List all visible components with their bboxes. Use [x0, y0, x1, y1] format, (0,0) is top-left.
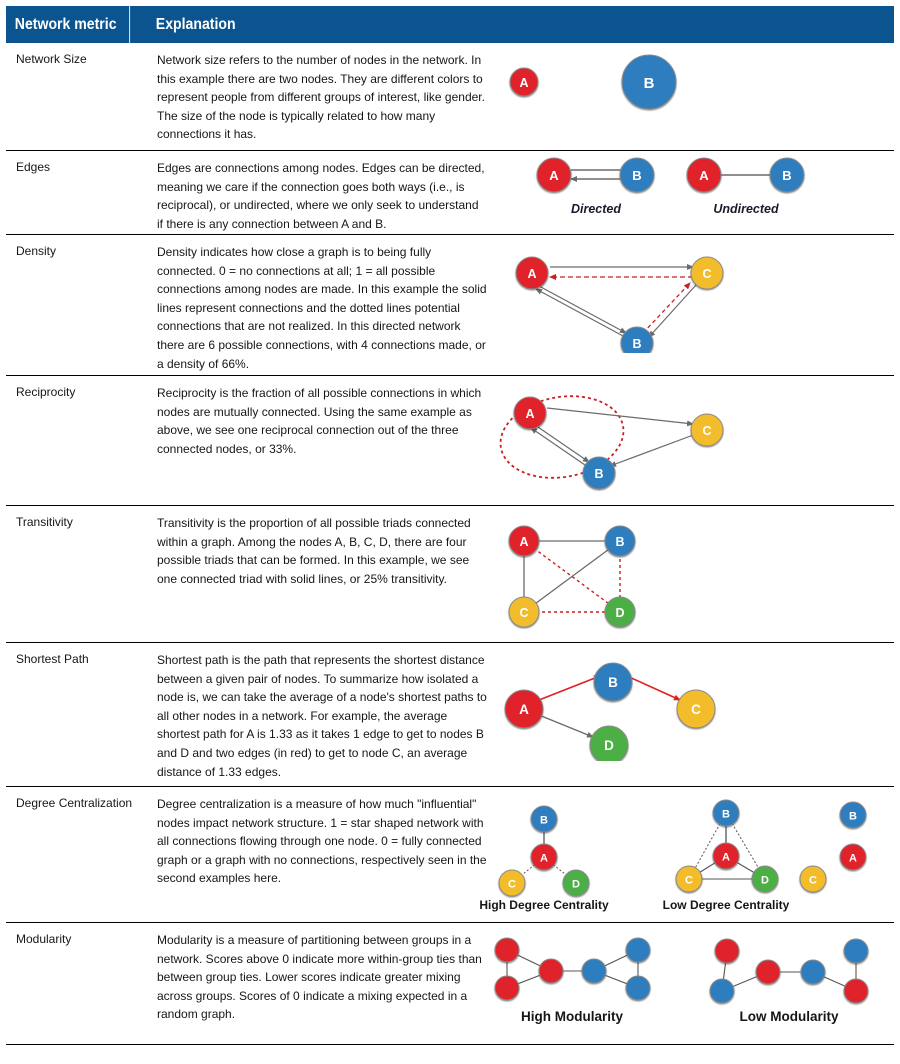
svg-text:A: A: [525, 407, 534, 421]
svg-text:A: A: [722, 852, 730, 864]
svg-text:A: A: [699, 168, 709, 183]
svg-text:B: B: [849, 811, 857, 823]
svg-text:B: B: [608, 675, 618, 690]
svg-text:A: A: [849, 853, 857, 865]
svg-text:A: A: [519, 535, 528, 549]
svg-text:C: C: [702, 424, 711, 438]
svg-text:B: B: [632, 168, 641, 183]
svg-text:C: C: [702, 267, 711, 281]
svg-text:A: A: [527, 267, 536, 281]
svg-text:B: B: [632, 337, 641, 351]
svg-text:High Degree Centrality: High Degree Centrality: [479, 898, 609, 912]
svg-text:C: C: [685, 875, 693, 887]
svg-text:Low Modularity: Low Modularity: [740, 1009, 839, 1024]
svg-text:D: D: [761, 875, 769, 887]
svg-text:Directed: Directed: [571, 202, 621, 216]
svg-text:A: A: [549, 168, 559, 183]
svg-text:D: D: [572, 879, 580, 891]
svg-text:B: B: [540, 815, 548, 827]
svg-text:C: C: [508, 879, 516, 891]
svg-text:B: B: [615, 535, 624, 549]
svg-text:B: B: [722, 809, 730, 821]
svg-text:B: B: [594, 467, 603, 481]
svg-text:C: C: [519, 606, 528, 620]
svg-text:A: A: [540, 853, 548, 865]
svg-text:A: A: [519, 76, 528, 90]
svg-text:Low Degree Centrality: Low Degree Centrality: [663, 898, 790, 912]
svg-text:A: A: [519, 702, 529, 717]
svg-text:D: D: [604, 738, 614, 753]
svg-text:C: C: [691, 702, 701, 717]
svg-text:Undirected: Undirected: [713, 202, 779, 216]
svg-text:B: B: [782, 168, 791, 183]
svg-text:D: D: [615, 606, 624, 620]
svg-text:B: B: [644, 75, 655, 92]
svg-text:High Modularity: High Modularity: [521, 1009, 623, 1024]
svg-text:C: C: [809, 875, 817, 887]
